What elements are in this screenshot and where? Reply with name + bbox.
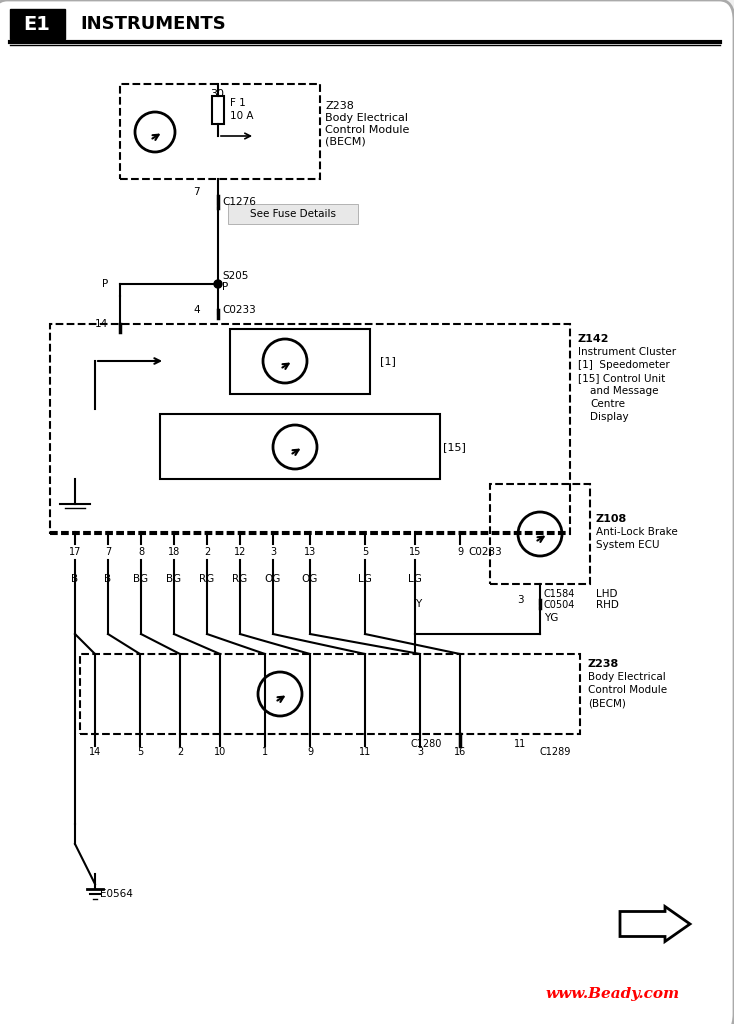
Text: Instrument Cluster: Instrument Cluster xyxy=(578,347,676,357)
Text: 13: 13 xyxy=(304,547,316,557)
Text: 17: 17 xyxy=(69,547,81,557)
Bar xyxy=(228,204,358,224)
Text: 3: 3 xyxy=(417,746,423,757)
Text: 4: 4 xyxy=(193,305,200,315)
Text: C0504: C0504 xyxy=(544,600,575,610)
Text: 16: 16 xyxy=(454,746,466,757)
Text: RG: RG xyxy=(233,574,247,584)
Bar xyxy=(10,9,65,39)
Text: OG: OG xyxy=(302,574,318,584)
Text: 5: 5 xyxy=(137,746,143,757)
Text: RHD: RHD xyxy=(596,600,619,610)
Text: Z108: Z108 xyxy=(596,514,628,524)
Text: 14: 14 xyxy=(95,319,108,329)
Text: LHD: LHD xyxy=(596,589,617,599)
Text: 9: 9 xyxy=(457,547,463,557)
Text: [15] Control Unit: [15] Control Unit xyxy=(578,373,665,383)
Text: 8: 8 xyxy=(138,547,144,557)
FancyBboxPatch shape xyxy=(160,414,440,479)
Bar xyxy=(212,96,224,124)
Text: 11: 11 xyxy=(514,739,526,749)
Text: E1: E1 xyxy=(23,14,51,34)
Text: and Message: and Message xyxy=(590,386,658,396)
Text: YG: YG xyxy=(544,613,559,623)
Text: Z142: Z142 xyxy=(578,334,609,344)
Text: [15]: [15] xyxy=(443,442,466,452)
Text: P: P xyxy=(222,282,228,292)
Text: 12: 12 xyxy=(234,547,246,557)
Text: C1280: C1280 xyxy=(410,739,442,749)
Text: 1: 1 xyxy=(262,746,268,757)
Text: C0233: C0233 xyxy=(468,547,502,557)
Text: Anti-Lock Brake: Anti-Lock Brake xyxy=(596,527,677,537)
Text: C1289: C1289 xyxy=(540,746,571,757)
Text: LG: LG xyxy=(358,574,372,584)
Text: 7: 7 xyxy=(193,187,200,197)
Text: System ECU: System ECU xyxy=(596,540,660,550)
Text: E0564: E0564 xyxy=(100,889,133,899)
FancyBboxPatch shape xyxy=(230,329,370,394)
Text: 9: 9 xyxy=(307,746,313,757)
Text: 3: 3 xyxy=(270,547,276,557)
Text: Z238: Z238 xyxy=(325,101,354,111)
Text: Control Module: Control Module xyxy=(588,685,667,695)
Text: [1]  Speedometer: [1] Speedometer xyxy=(578,360,669,370)
Text: Y: Y xyxy=(415,599,421,609)
Text: Body Electrical: Body Electrical xyxy=(325,113,408,123)
Text: 30: 30 xyxy=(210,89,224,99)
Text: 15: 15 xyxy=(409,547,421,557)
FancyArrow shape xyxy=(620,906,690,941)
Text: www.Beady.com: www.Beady.com xyxy=(546,987,680,1001)
Text: 14: 14 xyxy=(89,746,101,757)
Text: Control Module: Control Module xyxy=(325,125,410,135)
Text: RG: RG xyxy=(200,574,214,584)
Text: 5: 5 xyxy=(362,547,368,557)
Circle shape xyxy=(214,280,222,288)
Text: (BECM): (BECM) xyxy=(325,137,366,147)
Text: P: P xyxy=(102,279,108,289)
Text: B: B xyxy=(104,574,112,584)
Text: S205: S205 xyxy=(222,271,248,281)
Text: C1276: C1276 xyxy=(222,197,256,207)
Text: OG: OG xyxy=(265,574,281,584)
Text: Centre: Centre xyxy=(590,399,625,409)
Text: BG: BG xyxy=(134,574,148,584)
Text: LG: LG xyxy=(408,574,422,584)
Text: C1584: C1584 xyxy=(544,589,575,599)
Text: 11: 11 xyxy=(359,746,371,757)
Text: 2: 2 xyxy=(177,746,183,757)
Text: B: B xyxy=(71,574,79,584)
Text: F 1: F 1 xyxy=(230,98,246,108)
Text: C0233: C0233 xyxy=(222,305,255,315)
Text: (BECM): (BECM) xyxy=(588,698,626,708)
Text: 10 A: 10 A xyxy=(230,111,253,121)
Text: 3: 3 xyxy=(517,595,524,605)
Text: See Fuse Details: See Fuse Details xyxy=(250,209,336,219)
Text: 7: 7 xyxy=(105,547,111,557)
Text: 2: 2 xyxy=(204,547,210,557)
Text: [1]: [1] xyxy=(380,356,396,366)
Text: Display: Display xyxy=(590,412,628,422)
Text: INSTRUMENTS: INSTRUMENTS xyxy=(80,15,226,33)
Text: Body Electrical: Body Electrical xyxy=(588,672,666,682)
Text: 18: 18 xyxy=(168,547,180,557)
Text: Z238: Z238 xyxy=(588,659,619,669)
Text: BG: BG xyxy=(167,574,181,584)
Text: 10: 10 xyxy=(214,746,226,757)
